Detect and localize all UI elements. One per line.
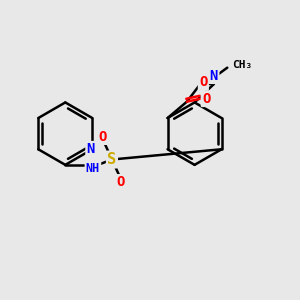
Text: O: O [117, 176, 125, 189]
Text: S: S [107, 152, 116, 167]
Text: O: O [99, 130, 107, 144]
Text: O: O [199, 76, 208, 89]
Text: CH₃: CH₃ [232, 60, 252, 70]
Text: O: O [202, 92, 210, 106]
Text: N: N [210, 69, 218, 83]
Text: N: N [87, 142, 95, 156]
Text: NH: NH [86, 162, 100, 175]
